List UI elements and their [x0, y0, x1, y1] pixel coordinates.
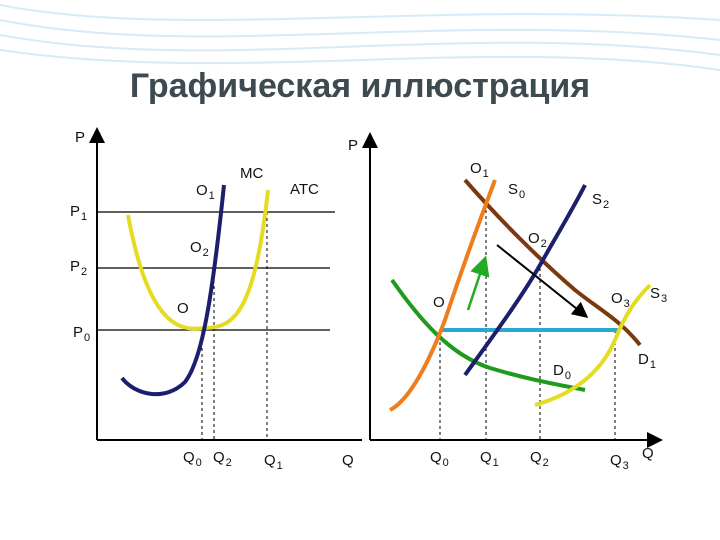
label-text: O [177, 300, 189, 317]
label: Q1 [264, 452, 283, 472]
label: Q2 [530, 449, 549, 469]
label-subscript: 1 [483, 168, 489, 180]
decoration [0, 4, 720, 71]
label-text: P [70, 258, 80, 275]
label-text: D [638, 351, 649, 368]
label-subscript: 1 [81, 211, 87, 223]
label-subscript: 1 [209, 190, 215, 202]
label-subscript: 2 [226, 457, 232, 469]
label-text: ATC [290, 181, 319, 198]
label: O1 [196, 182, 215, 202]
label-text: D [553, 362, 564, 379]
label-text: Q [183, 449, 195, 466]
label-text: S [508, 181, 518, 198]
label-text: Q [264, 452, 276, 469]
label-text: Q [642, 445, 654, 462]
label-subscript: 1 [650, 359, 656, 371]
label: P0 [73, 324, 90, 344]
label: O [177, 300, 189, 317]
label: Q [342, 452, 354, 469]
label-subscript: 2 [203, 247, 209, 259]
label: S0 [508, 181, 525, 201]
label-subscript: 0 [565, 370, 571, 382]
label-text: Q [342, 452, 354, 469]
label: Q0 [430, 449, 449, 469]
label-subscript: 1 [493, 457, 499, 469]
label-subscript: 3 [623, 460, 629, 472]
label: S2 [592, 191, 609, 211]
label: P2 [70, 258, 87, 278]
label: Q [642, 445, 654, 462]
label-text: P [348, 137, 358, 154]
right-graph [362, 132, 663, 448]
label-text: O [433, 294, 445, 311]
label: MC [240, 165, 263, 182]
label-subscript: 0 [84, 332, 90, 344]
left-graph [89, 127, 362, 441]
label-subscript: 2 [543, 457, 549, 469]
label-text: O [470, 160, 482, 177]
label-subscript: 2 [603, 199, 609, 211]
label-subscript: 1 [277, 460, 283, 472]
label-text: P [73, 324, 83, 341]
label-subscript: 0 [443, 457, 449, 469]
label-text: O [190, 239, 202, 256]
label: P [75, 129, 85, 146]
label: D0 [553, 362, 571, 382]
label: P1 [70, 203, 87, 223]
label: D1 [638, 351, 656, 371]
label-subscript: 2 [541, 238, 547, 250]
title: Графическая иллюстрация [130, 67, 590, 105]
label-text: MC [240, 165, 263, 182]
label: O2 [528, 230, 547, 250]
label-text: Q [480, 449, 492, 466]
label-text: Q [213, 449, 225, 466]
label-text: O [528, 230, 540, 247]
label: ATC [290, 181, 319, 198]
label-text: O [611, 290, 623, 307]
label-subscript: 0 [519, 189, 525, 201]
label: O1 [470, 160, 489, 180]
label: Q3 [610, 452, 629, 472]
label: O [433, 294, 445, 311]
label-subscript: 2 [81, 266, 87, 278]
label-text: S [592, 191, 602, 208]
label-text: P [75, 129, 85, 146]
label: Q1 [480, 449, 499, 469]
label-text: Q [610, 452, 622, 469]
label: O2 [190, 239, 209, 259]
label: Q2 [213, 449, 232, 469]
label: O3 [611, 290, 630, 310]
label-text: Q [430, 449, 442, 466]
label: S3 [650, 285, 667, 305]
label-subscript: 3 [661, 293, 667, 305]
label-subscript: 0 [196, 457, 202, 469]
label-text: P [70, 203, 80, 220]
label-text: S [650, 285, 660, 302]
label-text: Q [530, 449, 542, 466]
label: P [348, 137, 358, 154]
label-subscript: 3 [624, 298, 630, 310]
label-text: O [196, 182, 208, 199]
label: Q0 [183, 449, 202, 469]
